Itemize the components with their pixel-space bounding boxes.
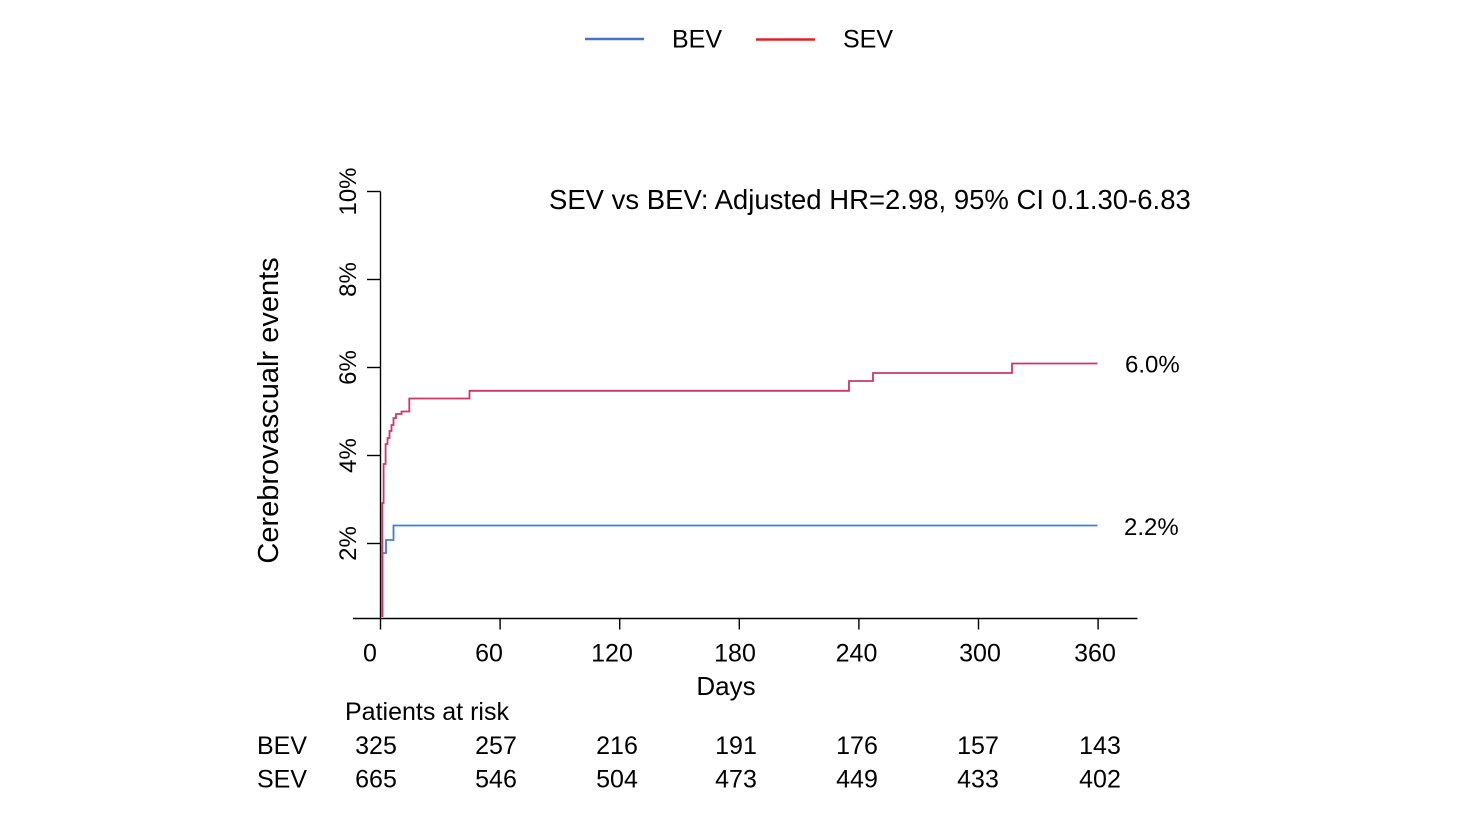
svg-text:Days: Days <box>696 671 755 701</box>
svg-text:2%: 2% <box>335 526 362 561</box>
svg-text:546: 546 <box>475 766 517 794</box>
svg-text:360: 360 <box>1074 640 1116 668</box>
svg-text:180: 180 <box>714 640 756 668</box>
svg-text:6%: 6% <box>335 350 362 385</box>
svg-text:Cerebrovascualr events: Cerebrovascualr events <box>253 257 285 563</box>
svg-text:240: 240 <box>836 640 878 668</box>
svg-text:665: 665 <box>355 766 397 794</box>
svg-text:504: 504 <box>596 766 638 794</box>
svg-text:0: 0 <box>363 640 377 668</box>
svg-text:60: 60 <box>475 640 503 668</box>
svg-text:143: 143 <box>1079 732 1121 760</box>
svg-text:Patients at risk: Patients at risk <box>345 698 509 726</box>
svg-text:8%: 8% <box>335 262 362 297</box>
svg-text:SEV: SEV <box>257 766 307 794</box>
svg-text:BEV: BEV <box>672 26 722 54</box>
svg-text:SEV: SEV <box>843 26 893 54</box>
svg-text:300: 300 <box>959 640 1001 668</box>
svg-text:BEV: BEV <box>257 732 307 760</box>
svg-text:216: 216 <box>596 732 638 760</box>
svg-text:157: 157 <box>957 732 999 760</box>
svg-text:6.0%: 6.0% <box>1125 352 1180 379</box>
svg-text:433: 433 <box>957 766 999 794</box>
svg-text:2.2%: 2.2% <box>1124 514 1179 541</box>
svg-text:473: 473 <box>715 766 757 794</box>
svg-text:SEV vs BEV: Adjusted HR=2.98,: SEV vs BEV: Adjusted HR=2.98, 95% CI 0.1… <box>549 184 1191 215</box>
svg-text:10%: 10% <box>335 167 362 215</box>
svg-text:176: 176 <box>836 732 878 760</box>
svg-text:402: 402 <box>1079 766 1121 794</box>
svg-text:257: 257 <box>475 732 517 760</box>
svg-text:120: 120 <box>591 640 633 668</box>
svg-text:325: 325 <box>355 732 397 760</box>
svg-text:4%: 4% <box>335 438 362 473</box>
svg-text:191: 191 <box>715 732 757 760</box>
svg-text:449: 449 <box>836 766 878 794</box>
